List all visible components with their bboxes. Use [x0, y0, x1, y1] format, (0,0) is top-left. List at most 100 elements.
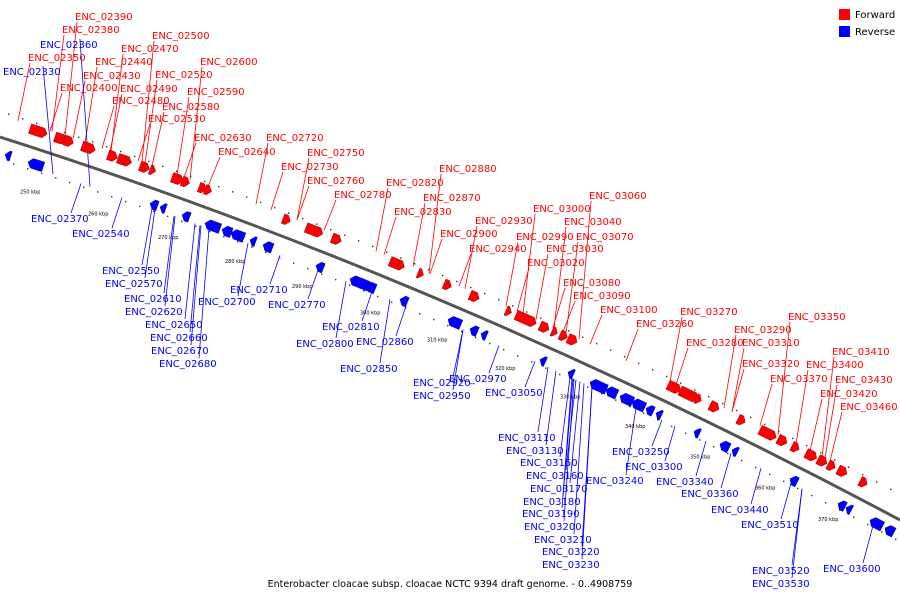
forward-gene-shape [106, 149, 118, 162]
reverse-leader-line [488, 345, 500, 374]
reverse-gene-feature [27, 158, 46, 172]
reverse-leader-line [70, 183, 82, 214]
reverse-leader-line [190, 225, 202, 346]
strand-tick [237, 241, 239, 243]
strand-tick [624, 355, 626, 358]
reverse-leader-line [184, 223, 196, 320]
reverse-gene-shape [845, 504, 854, 516]
forward-gene-label: ENC_02470 [121, 44, 179, 55]
strand-tick [559, 373, 561, 376]
reverse-leader-line [395, 305, 407, 337]
strand-tick [610, 349, 612, 351]
reverse-gene-shape [731, 446, 740, 458]
forward-gene-shape [28, 123, 48, 138]
strand-tick [321, 273, 323, 275]
forward-gene-label: ENC_02820 [386, 178, 444, 189]
strand-tick [414, 263, 416, 265]
strand-tick [386, 251, 388, 253]
forward-leader-line [429, 238, 443, 274]
reverse-gene-feature [631, 398, 648, 413]
reverse-leader-line [269, 255, 281, 285]
reverse-gene-shape [719, 440, 732, 454]
reverse-leader-line [720, 453, 732, 489]
reverse-leader-line [569, 381, 581, 484]
reverse-gene-label: ENC_02570 [105, 279, 163, 290]
reverse-gene-feature [619, 392, 636, 407]
reverse-gene-shape [221, 225, 234, 238]
forward-leader-line [625, 328, 639, 361]
forward-leader-line [777, 321, 791, 435]
strand-tick [232, 191, 234, 193]
strand-tick [372, 245, 374, 248]
reverse-gene-label: ENC_02620 [125, 307, 183, 318]
forward-gene-label: ENC_02530 [148, 114, 206, 125]
forward-gene-label: ENC_02990 [516, 232, 574, 243]
forward-leader-line [270, 171, 284, 211]
reverse-gene-feature [249, 236, 258, 247]
reverse-gene-feature [567, 369, 576, 380]
reverse-gene-label: ENC_02360 [40, 40, 98, 51]
strand-tick [792, 437, 794, 440]
reverse-leader-line [79, 38, 91, 187]
strand-tick [363, 290, 365, 292]
strand-tick [531, 361, 533, 363]
forward-leader-line [64, 21, 78, 137]
forward-gene-shape [815, 454, 828, 467]
reverse-gene-label: ENC_02810 [322, 322, 380, 333]
strand-tick [657, 419, 659, 421]
forward-gene-feature [138, 160, 150, 173]
forward-gene-feature [28, 123, 48, 138]
reverse-leader-line [791, 488, 803, 579]
strand-tick [699, 439, 701, 441]
forward-gene-shape [789, 441, 800, 453]
strand-tick [629, 405, 631, 408]
strand-tick [475, 336, 477, 339]
scale-label: 260 kbp [88, 211, 108, 217]
forward-leader-line [516, 267, 530, 312]
reverse-gene-feature [221, 225, 234, 238]
reverse-gene-label: ENC_03360 [681, 489, 739, 500]
strand-tick [848, 466, 850, 468]
forward-gene-shape [197, 182, 207, 194]
strand-tick [92, 141, 94, 143]
strand-tick [288, 212, 290, 214]
strand-tick [652, 369, 654, 371]
forward-leader-line [207, 156, 221, 187]
reverse-gene-label: ENC_03600 [823, 564, 881, 575]
forward-gene-feature [735, 413, 746, 426]
reverse-gene-label: ENC_03130 [506, 446, 564, 457]
forward-leader-line [17, 62, 31, 121]
reverse-gene-feature [645, 405, 656, 417]
reverse-gene-label: ENC_02540 [72, 229, 130, 240]
forward-gene-shape [80, 140, 96, 155]
forward-leader-line [821, 356, 835, 458]
strand-tick [218, 185, 220, 188]
strand-tick [666, 375, 668, 378]
reverse-gene-shape [631, 398, 648, 413]
strand-tick [615, 399, 617, 401]
strand-tick [349, 284, 351, 286]
reverse-gene-shape [789, 475, 800, 488]
reverse-gene-shape [399, 295, 410, 308]
reverse-gene-label: ENC_02800 [296, 339, 354, 350]
forward-gene-feature [503, 305, 512, 317]
reverse-gene-label: ENC_02710 [230, 285, 288, 296]
reverse-leader-line [545, 370, 557, 446]
reverse-gene-shape [315, 261, 326, 274]
scale-label: 370 kbp [818, 517, 838, 523]
reverse-gene-label: ENC_03250 [612, 447, 670, 458]
reverse-gene-label: ENC_02680 [159, 359, 217, 370]
reverse-gene-label: ENC_02650 [145, 320, 203, 331]
forward-gene-label: ENC_03030 [546, 244, 604, 255]
strand-tick [106, 146, 108, 148]
forward-gene-feature [775, 433, 788, 447]
strand-tick [853, 516, 855, 518]
forward-gene-label: ENC_02870 [423, 193, 481, 204]
reverse-gene-label: ENC_03340 [656, 477, 714, 488]
forward-gene-label: ENC_03080 [563, 278, 621, 289]
forward-leader-line [675, 347, 689, 385]
forward-leader-line [84, 66, 98, 143]
reverse-gene-label: ENC_03110 [498, 433, 556, 444]
reverse-gene-label: ENC_03190 [522, 509, 580, 520]
reverse-gene-label: ENC_03300 [625, 462, 683, 473]
